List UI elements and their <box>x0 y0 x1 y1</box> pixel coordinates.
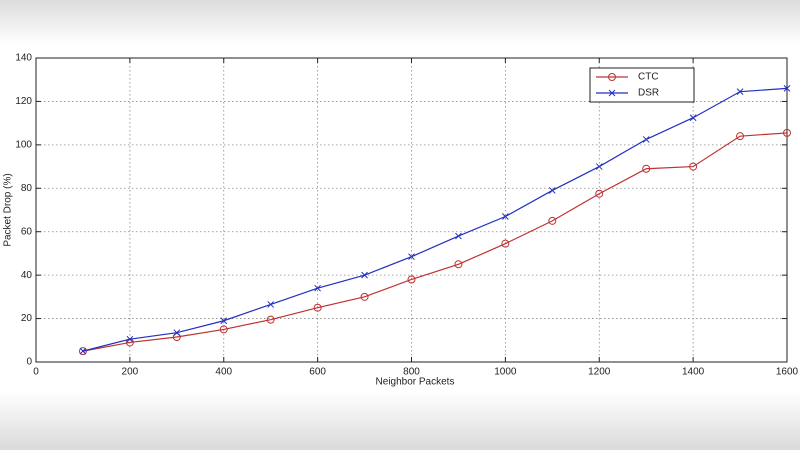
top-band <box>0 0 800 45</box>
x-tick-label: 200 <box>122 367 139 378</box>
data-point <box>408 253 415 261</box>
data-point <box>595 163 603 170</box>
data-point <box>314 284 321 292</box>
data-point <box>172 333 181 342</box>
data-point <box>266 315 275 324</box>
y-tick-label: 140 <box>15 53 32 64</box>
x-tick-label: 1200 <box>588 367 611 378</box>
bottom-band <box>0 392 800 450</box>
data-point <box>78 347 87 356</box>
legend-marker <box>608 89 616 97</box>
x-tick-label: 400 <box>215 367 232 378</box>
series-line <box>82 87 788 352</box>
plot-frame <box>35 57 788 363</box>
x-axis-label: Neighbor Packets <box>376 377 455 388</box>
x-tick-label: 800 <box>403 367 420 378</box>
data-point <box>219 325 228 334</box>
x-tick-label: 600 <box>309 367 326 378</box>
data-point <box>360 292 369 301</box>
data-point <box>220 317 228 325</box>
data-point <box>548 216 557 225</box>
data-point <box>361 271 368 279</box>
data-point <box>689 114 697 122</box>
legend-marker <box>608 73 616 81</box>
data-point <box>783 128 791 137</box>
data-point <box>173 329 181 337</box>
y-tick-label: 40 <box>21 270 33 281</box>
x-tick-label: 1400 <box>682 367 705 378</box>
y-tick-label: 80 <box>21 183 33 194</box>
data-point <box>407 275 416 284</box>
data-point <box>267 301 275 308</box>
y-tick-label: 120 <box>15 96 32 107</box>
data-point <box>736 132 745 141</box>
data-point <box>455 232 462 240</box>
x-tick-label: 0 <box>33 367 39 378</box>
data-point <box>313 303 322 312</box>
y-tick-label: 0 <box>26 357 32 368</box>
data-point <box>79 347 87 355</box>
legend-label: CTC <box>638 72 659 83</box>
data-point <box>642 164 651 173</box>
data-point <box>548 187 556 194</box>
data-point <box>783 85 791 92</box>
y-tick-label: 100 <box>15 139 32 150</box>
data-point <box>736 88 744 96</box>
data-point <box>126 335 134 343</box>
data-point <box>454 260 463 269</box>
x-tick-label: 1600 <box>776 367 799 378</box>
data-point <box>501 239 510 248</box>
data-point <box>689 162 698 171</box>
series-line <box>82 132 788 352</box>
y-tick-label: 20 <box>21 313 33 324</box>
data-point <box>595 189 604 198</box>
data-point <box>642 136 650 143</box>
legend-label: DSR <box>638 88 659 99</box>
y-tick-label: 60 <box>21 226 33 237</box>
x-tick-label: 1000 <box>494 367 517 378</box>
y-axis-label: Packet Drop (%) <box>3 173 14 246</box>
data-point <box>502 213 509 220</box>
legend-box <box>589 67 695 103</box>
